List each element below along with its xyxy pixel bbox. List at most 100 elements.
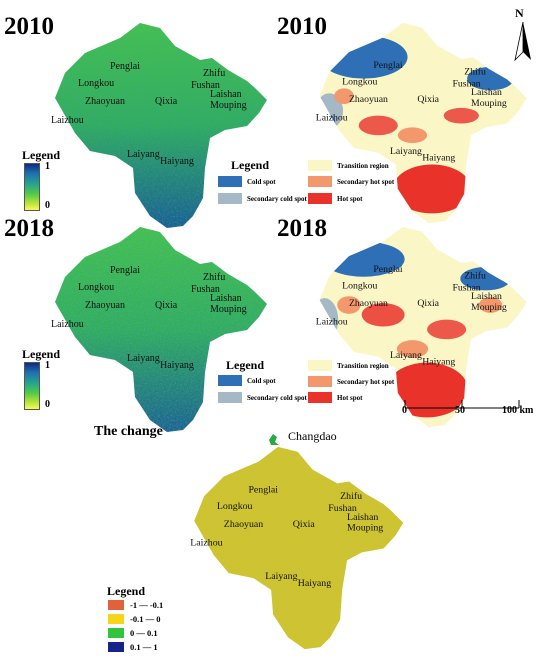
svg-text:Longkou: Longkou bbox=[342, 76, 377, 87]
svg-text:Laiyang: Laiyang bbox=[127, 353, 160, 364]
change-legend-label: -1 — -0.1 bbox=[130, 600, 164, 610]
swatch-secondary-cold-spot-2018 bbox=[218, 392, 242, 403]
change-swatch-1 bbox=[108, 600, 124, 610]
svg-text:Laiyang: Laiyang bbox=[390, 146, 422, 157]
legend-label: Secondary cold spot bbox=[247, 195, 307, 203]
place-label: Zhaoyuan bbox=[85, 96, 125, 107]
continuous-color-ramp-2018 bbox=[24, 362, 40, 410]
svg-text:Mouping: Mouping bbox=[471, 98, 507, 109]
north-label: N bbox=[515, 6, 524, 20]
svg-text:Longkou: Longkou bbox=[217, 501, 253, 512]
swatch-transition-region bbox=[308, 160, 332, 171]
north-arrow-icon bbox=[514, 22, 531, 62]
swatch-secondary-hot-spot-2018 bbox=[308, 376, 332, 387]
legend-label: Secondary hot spot bbox=[337, 178, 395, 186]
svg-text:Haiyang: Haiyang bbox=[422, 153, 455, 164]
scale-tick-50: 50 bbox=[455, 405, 465, 416]
change-title: The change bbox=[94, 424, 163, 439]
svg-text:Penglai: Penglai bbox=[373, 264, 403, 275]
legend-label: Cold spot bbox=[247, 377, 276, 385]
island-label: Changdao bbox=[288, 429, 337, 443]
hotspot-map-2010: Penglai Longkou Zhifu Fushan Laishan Mou… bbox=[316, 22, 527, 224]
place-label: Fushan bbox=[191, 80, 220, 91]
svg-text:Qixia: Qixia bbox=[155, 300, 178, 311]
svg-text:Laishan: Laishan bbox=[471, 87, 502, 98]
change-legend-label: 0 — 0.1 bbox=[130, 628, 158, 638]
svg-text:Laizhou: Laizhou bbox=[51, 319, 84, 330]
place-label: Qixia bbox=[155, 96, 178, 107]
legend-label: Hot spot bbox=[337, 195, 363, 203]
change-legend-title: Legend bbox=[107, 584, 146, 598]
svg-text:Qixia: Qixia bbox=[293, 519, 316, 530]
place-label: Laiyang bbox=[127, 149, 160, 160]
change-legend-label: -0.1 — 0 bbox=[130, 614, 161, 624]
svg-text:Fushan: Fushan bbox=[452, 282, 480, 293]
swatch-cold-spot-2018 bbox=[218, 375, 242, 386]
svg-text:Mouping: Mouping bbox=[347, 523, 383, 534]
change-swatch-3 bbox=[108, 628, 124, 638]
legend-label: Transition region bbox=[337, 162, 389, 170]
svg-text:Fushan: Fushan bbox=[328, 503, 357, 514]
continuous-color-ramp bbox=[24, 163, 40, 211]
svg-text:Fushan: Fushan bbox=[452, 78, 480, 89]
svg-text:Haiyang: Haiyang bbox=[160, 360, 194, 371]
continuous-legend-title: Legend bbox=[22, 148, 61, 162]
svg-text:Longkou: Longkou bbox=[78, 282, 114, 293]
year-label-2010-left: 2010 bbox=[4, 13, 54, 40]
svg-text:Haiyang: Haiyang bbox=[298, 578, 331, 589]
svg-text:Laishan: Laishan bbox=[210, 293, 242, 304]
hotspot-legend-title-top: Legend bbox=[231, 158, 270, 172]
hotspot-map-2018: Penglai Longkou Zhifu Fushan Laishan Mou… bbox=[316, 226, 527, 428]
legend-label: Hot spot bbox=[337, 394, 363, 402]
svg-text:Laishan: Laishan bbox=[347, 512, 378, 523]
scale-tick-0: 0 bbox=[402, 405, 407, 416]
place-label: Haiyang bbox=[160, 156, 194, 167]
svg-text:Zhifu: Zhifu bbox=[464, 67, 486, 78]
ndvi-map-2018: Penglai Longkou Zhifu Fushan Laishan Mou… bbox=[51, 227, 267, 432]
legend-label: Cold spot bbox=[247, 178, 276, 186]
swatch-secondary-cold-spot bbox=[218, 193, 242, 204]
swatch-cold-spot bbox=[218, 176, 242, 187]
year-label-2018-left: 2018 bbox=[4, 215, 54, 242]
svg-text:Laizhou: Laizhou bbox=[316, 317, 348, 328]
hotspot-legend-title-middle: Legend bbox=[226, 358, 265, 372]
legend-label: Secondary cold spot bbox=[247, 394, 307, 402]
place-label: Zhifu bbox=[203, 68, 225, 79]
svg-text:Longkou: Longkou bbox=[342, 280, 377, 291]
legend-label: Secondary hot spot bbox=[337, 378, 395, 386]
ndvi-map-2010: Penglai Longkou Zhifu Fushan Laishan Mou… bbox=[51, 23, 267, 228]
year-label-2018-right: 2018 bbox=[277, 215, 327, 242]
change-legend-label: 0.1 — 1 bbox=[130, 642, 158, 652]
svg-text:Penglai: Penglai bbox=[373, 60, 403, 71]
svg-text:Laizhou: Laizhou bbox=[316, 113, 348, 124]
svg-text:Zhifu: Zhifu bbox=[340, 491, 362, 502]
svg-text:Fushan: Fushan bbox=[191, 284, 220, 295]
place-label: Laishan bbox=[210, 89, 242, 100]
changdao-island bbox=[269, 434, 279, 445]
change-map: Penglai Longkou Zhifu Fushan Laishan Mou… bbox=[190, 446, 404, 650]
change-swatch-2 bbox=[108, 614, 124, 624]
svg-text:Haiyang: Haiyang bbox=[422, 357, 455, 368]
ramp-min-label-2018: 0 bbox=[45, 399, 50, 410]
ramp-max-label: 1 bbox=[45, 161, 50, 172]
svg-text:Laishan: Laishan bbox=[471, 291, 502, 302]
svg-text:Zhifu: Zhifu bbox=[203, 272, 225, 283]
place-label: Longkou bbox=[78, 78, 114, 89]
scale-tick-100: 100 km bbox=[502, 405, 534, 416]
svg-text:Zhaoyuan: Zhaoyuan bbox=[85, 300, 125, 311]
svg-text:Zhaoyuan: Zhaoyuan bbox=[349, 94, 388, 105]
svg-text:Mouping: Mouping bbox=[210, 304, 247, 315]
svg-text:Penglai: Penglai bbox=[110, 265, 140, 276]
continuous-legend-title-2018: Legend bbox=[22, 347, 61, 361]
ramp-max-label-2018: 1 bbox=[45, 360, 50, 371]
svg-text:Mouping: Mouping bbox=[471, 302, 507, 313]
change-swatch-4 bbox=[108, 642, 124, 652]
swatch-hot-spot bbox=[308, 193, 332, 204]
place-label: Laizhou bbox=[51, 115, 84, 126]
swatch-secondary-hot-spot bbox=[308, 176, 332, 187]
svg-text:Penglai: Penglai bbox=[248, 484, 278, 495]
scale-bar bbox=[404, 400, 520, 409]
year-label-2010-right: 2010 bbox=[277, 13, 327, 40]
swatch-hot-spot-2018 bbox=[308, 392, 332, 403]
svg-text:Qixia: Qixia bbox=[417, 298, 439, 309]
